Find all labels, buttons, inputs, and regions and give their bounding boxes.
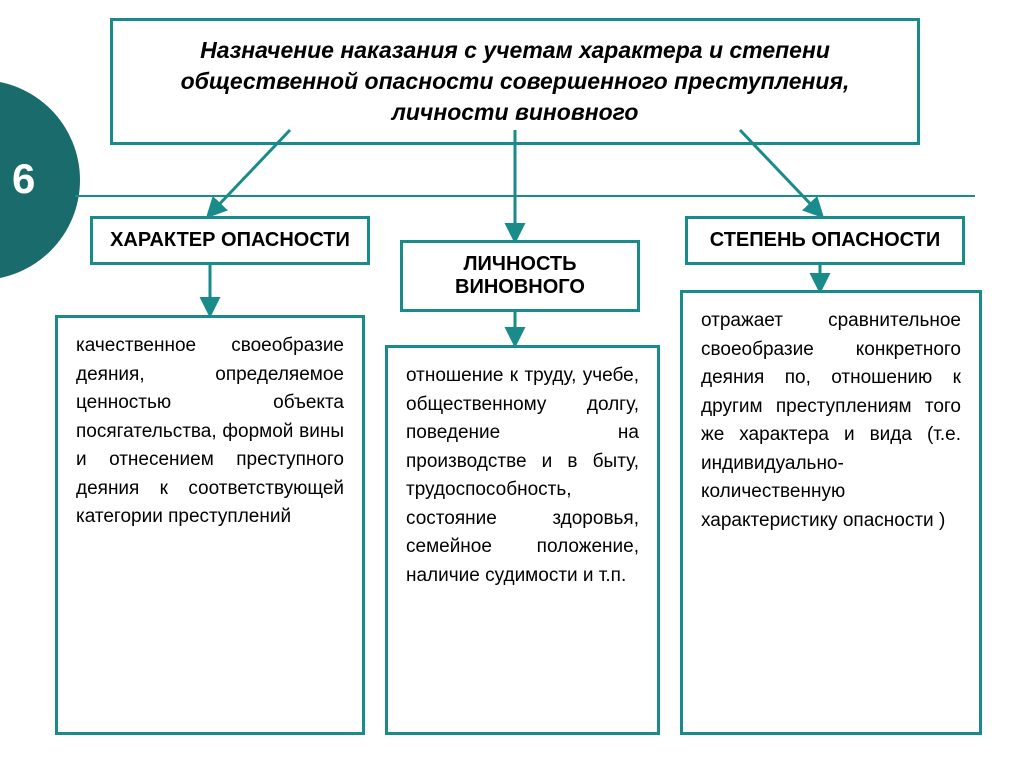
degree-heading: СТЕПЕНЬ ОПАСНОСТИ <box>685 216 965 265</box>
character-content: качественное своеобразие деяния, определ… <box>55 315 365 735</box>
character-heading: ХАРАКТЕР ОПАСНОСТИ <box>90 216 370 265</box>
person-content: отношение к труду, учебе, общественному … <box>385 345 660 735</box>
horizontal-divider <box>75 195 975 197</box>
slide-number: 6 <box>12 155 35 203</box>
person-heading: ЛИЧНОСТЬ ВИНОВНОГО <box>400 240 640 312</box>
degree-content: отражает сравнительное своеобразие конкр… <box>680 290 982 735</box>
diagram-title: Назначение наказания с учетам характера … <box>110 18 920 145</box>
